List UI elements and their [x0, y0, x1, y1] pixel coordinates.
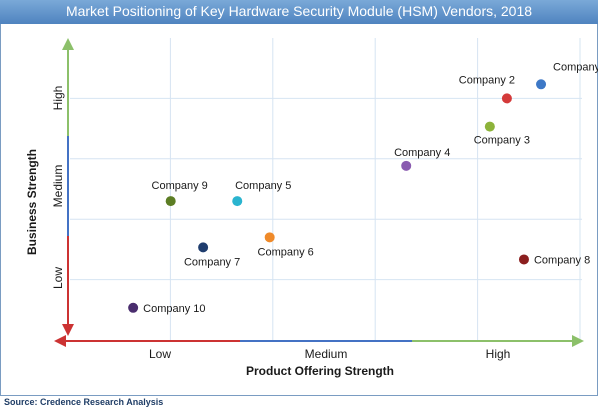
data-point-label: Company 1 — [553, 61, 598, 73]
data-point-label: Company 10 — [143, 303, 205, 315]
data-point-label: Company 8 — [534, 254, 590, 266]
data-point-label: Company 4 — [394, 147, 450, 159]
data-point — [232, 196, 243, 207]
positioning-chart: Product Offering Strength Business Stren… — [25, 38, 598, 378]
data-point — [165, 196, 176, 207]
data-point-label: Company 5 — [235, 180, 291, 192]
x-band-label: High — [486, 347, 511, 361]
data-points: Company 1 Company 2 Company 3 Company 4 Comp… — [128, 61, 598, 315]
data-point — [264, 232, 275, 243]
y-axis-arrow-up — [62, 38, 74, 50]
x-band-label: Medium — [305, 347, 348, 361]
data-point — [401, 160, 412, 171]
chart-title: Market Positioning of Key Hardware Secur… — [65, 3, 533, 19]
title-bar: Market Positioning of Key Hardware Secur… — [0, 0, 598, 24]
source-bar: Source: Credence Research Analysis — [0, 395, 598, 411]
source-note: Source: Credence Research Analysis — [4, 397, 164, 407]
band-labels: Low Medium High Low Medium High — [51, 86, 510, 361]
data-point — [128, 302, 139, 313]
data-point-label: Company 9 — [152, 180, 208, 192]
x-axis-title: Product Offering Strength — [246, 364, 394, 378]
y-band-label: Medium — [51, 165, 65, 208]
x-axis-arrow-left — [54, 335, 66, 347]
y-band-label: Low — [51, 267, 65, 289]
y-axis-title: Business Strength — [25, 149, 39, 255]
data-point — [518, 254, 529, 265]
y-axis-arrow-down — [62, 324, 74, 336]
grid — [70, 38, 582, 340]
data-point-label: Company 3 — [474, 135, 530, 147]
data-point-label: Company 2 — [459, 74, 515, 86]
axes — [54, 38, 584, 347]
x-axis-arrow-right — [572, 335, 584, 347]
y-band-label: High — [51, 86, 65, 111]
data-point-label: Company 7 — [184, 256, 240, 268]
data-point — [484, 121, 495, 132]
data-point — [536, 79, 547, 90]
x-band-label: Low — [149, 347, 171, 361]
data-point — [501, 93, 512, 104]
data-point — [198, 242, 209, 253]
data-point-label: Company 6 — [258, 246, 314, 258]
